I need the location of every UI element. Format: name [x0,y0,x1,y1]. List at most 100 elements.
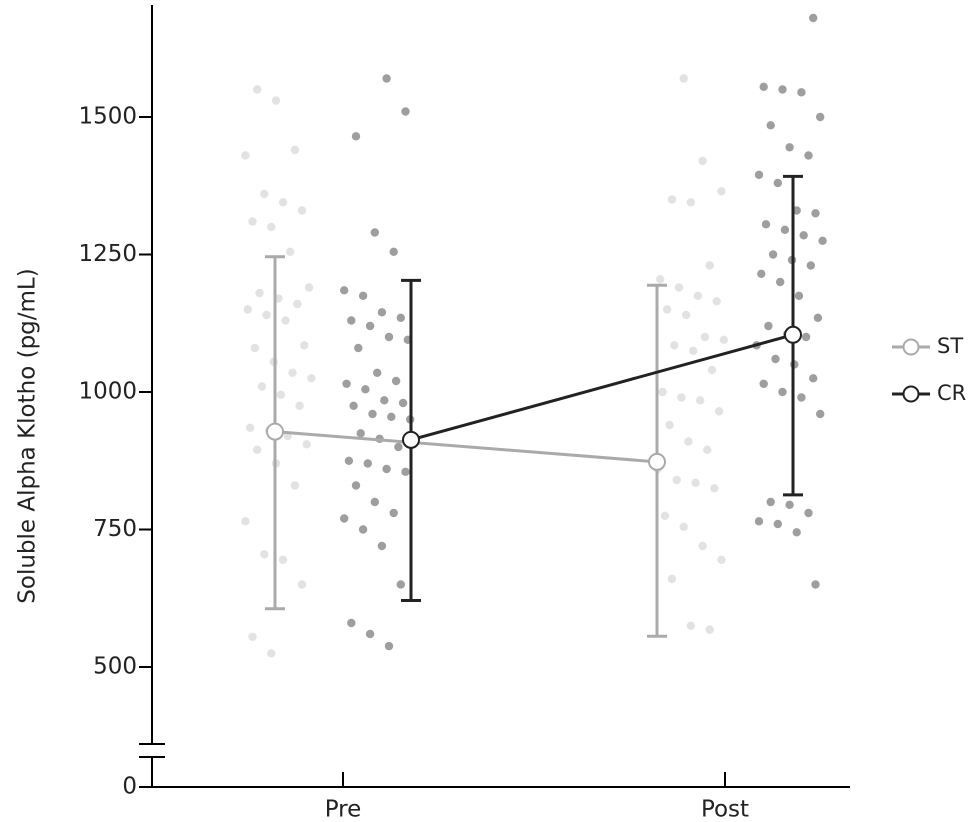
data-point [672,475,681,485]
data-point [785,143,794,152]
y-tick-label: 750 [93,516,137,542]
data-point [714,407,724,416]
data-point [681,310,691,320]
data-point [382,74,391,83]
data-point [389,247,398,256]
data-point [759,379,768,388]
data-point [354,343,363,353]
data-point [818,236,827,245]
data-point [764,321,773,331]
data-point [290,145,300,155]
data-point [712,297,721,306]
data-point [389,508,398,518]
data-point [396,580,405,589]
data-point [241,517,250,526]
data-point [377,541,387,551]
data-point [358,291,368,300]
data-point [773,178,782,188]
data-point [754,170,764,179]
data-point [710,484,719,493]
data-point [361,385,370,394]
data-point [719,335,728,344]
data-point [785,500,794,509]
data-point [757,269,766,278]
data-point [340,514,349,523]
data-point [351,481,361,490]
data-point [370,228,379,237]
data-point [365,321,375,331]
data-point [794,291,804,300]
data-point [365,629,375,639]
data-point [698,156,707,166]
data-point [342,379,351,388]
data-point [768,250,778,259]
data-point [300,341,309,350]
legend-marker [902,385,920,403]
data-point [391,376,401,386]
data-point [670,341,679,350]
y-tick-label: 1000 [78,379,137,405]
data-point [260,189,269,199]
legend-label: ST [937,334,963,358]
mean-marker [648,452,666,471]
data-point [698,541,707,551]
data-point [243,305,252,314]
data-point [667,574,677,584]
data-point [295,401,304,410]
data-point [262,310,271,320]
data-point [394,442,403,452]
data-point [248,632,257,641]
data-point [778,387,787,397]
data-point [705,625,714,634]
mean-marker [784,325,802,344]
data-point [686,198,695,207]
data-point [691,478,700,487]
data-point [347,316,356,325]
data-point [401,467,410,476]
data-point [811,209,820,218]
data-point [349,401,358,410]
series-line [410,333,794,442]
data-point [703,445,712,454]
data-point [665,420,674,430]
data-point [387,412,396,421]
data-point [766,121,775,130]
data-point [717,555,726,564]
data-point [804,508,813,518]
y-ticks: 0 500 750 1000 1250 1500 [78,104,152,800]
data-point [377,308,387,317]
data-point [307,374,316,383]
data-point [384,332,394,342]
data-point [304,283,314,292]
data-point [806,261,815,270]
data-point [656,275,665,284]
mean-marker [402,430,420,449]
data-point [248,217,257,226]
y-axis [139,5,165,787]
data-point [766,497,775,507]
data-point [667,195,677,204]
data-point [286,247,295,256]
data-point [801,332,811,342]
data-point [799,231,808,240]
data-point [705,261,714,270]
x-tick-label: Pre [325,797,362,822]
y-axis-title: Soluble Alpha Klotho (pg/mL) [15,268,41,603]
data-point [689,346,698,355]
data-point [363,459,372,468]
y-tick-label: 1500 [78,104,137,130]
data-point [293,299,302,309]
data-point [347,618,356,628]
data-point [658,387,667,397]
data-point [368,409,377,419]
data-point [677,393,686,402]
data-point [778,85,787,94]
data-point [267,222,276,232]
data-point [290,481,300,490]
data-point [693,291,703,300]
data-point [811,580,820,589]
data-point [759,82,768,92]
data-point [717,187,726,196]
data-point [281,316,290,325]
